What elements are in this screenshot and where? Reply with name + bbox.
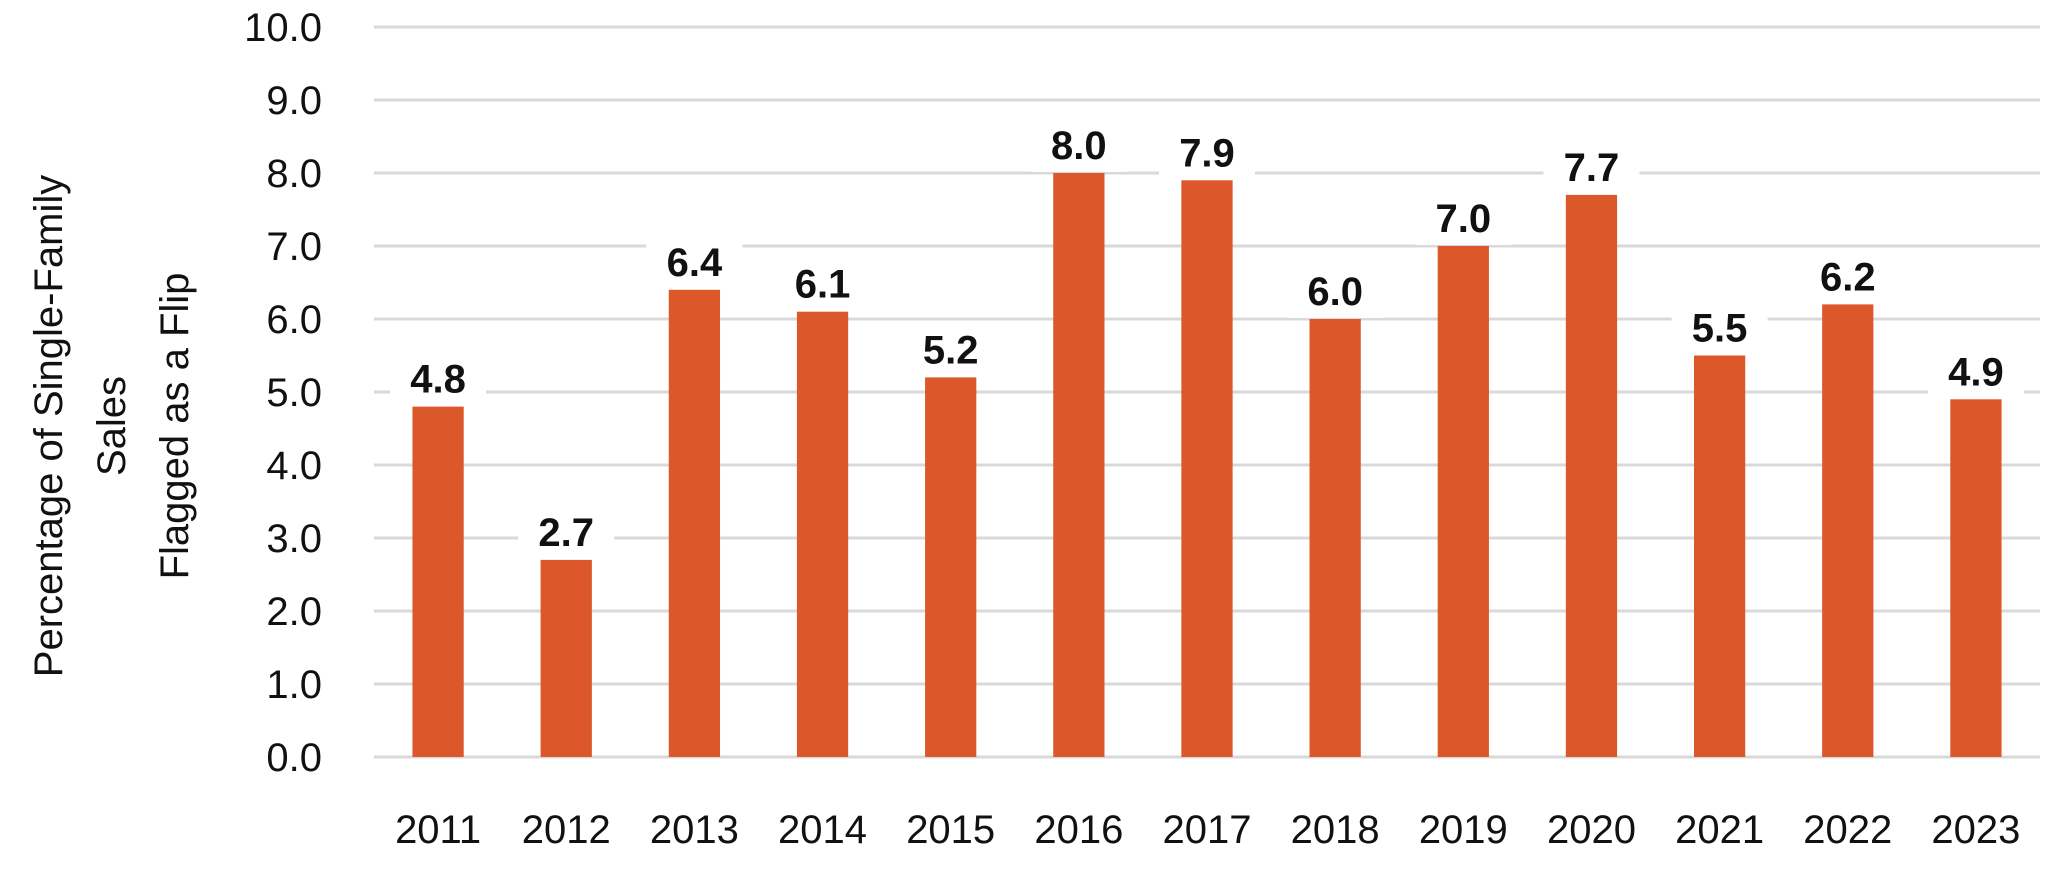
bar-2014	[797, 312, 848, 757]
y-tick-label: 1.0	[266, 663, 322, 707]
data-label-2016: 8.0	[1051, 124, 1107, 168]
y-axis-title: Percentage of Single-Family Sales Flagge…	[27, 175, 197, 677]
y-axis-title-line-2: Sales	[90, 376, 134, 476]
x-tick-label-2023: 2023	[1931, 808, 2020, 852]
x-tick-label-2022: 2022	[1803, 808, 1892, 852]
x-tick-label-2017: 2017	[1163, 808, 1252, 852]
y-tick-label: 8.0	[266, 152, 322, 196]
y-axis-title-line-1: Percentage of Single-Family	[27, 175, 71, 677]
bar-2015	[925, 377, 976, 757]
y-axis-title-line-3: Flagged as a Flip	[153, 273, 197, 580]
y-tick-label: 9.0	[266, 79, 322, 123]
y-axis-ticks: 0.0 1.0 2.0 3.0 4.0 5.0 6.0 7.0 8.0 9.0 10.0	[244, 6, 322, 780]
y-tick-label: 7.0	[266, 225, 322, 269]
data-label-2012: 2.7	[538, 511, 594, 555]
data-label-2019: 7.0	[1436, 197, 1492, 241]
bar-2019	[1438, 246, 1489, 757]
x-tick-label-2020: 2020	[1547, 808, 1636, 852]
y-tick-label: 10.0	[244, 6, 322, 50]
x-tick-label-2011: 2011	[395, 808, 481, 852]
bar-2011	[412, 407, 463, 757]
bar-2022	[1822, 304, 1873, 757]
data-label-2023: 4.9	[1948, 350, 2004, 394]
data-label-2013: 6.4	[667, 241, 723, 285]
data-label-2021: 5.5	[1692, 307, 1748, 351]
y-tick-label: 2.0	[266, 590, 322, 634]
bar-2018	[1310, 319, 1361, 757]
x-tick-label-2016: 2016	[1034, 808, 1123, 852]
bar-2017	[1181, 180, 1232, 757]
x-tick-label-2014: 2014	[778, 808, 867, 852]
data-label-2011: 4.8	[410, 358, 466, 402]
bar-2016	[1053, 173, 1104, 757]
data-label-2017: 7.9	[1179, 131, 1235, 175]
data-label-2020: 7.7	[1564, 146, 1620, 190]
data-label-2014: 6.1	[795, 263, 851, 307]
data-label-2022: 6.2	[1820, 255, 1876, 299]
y-tick-label: 0.0	[266, 736, 322, 780]
bar-2012	[541, 560, 592, 757]
y-tick-label: 5.0	[266, 371, 322, 415]
bar-2020	[1566, 195, 1617, 757]
x-tick-label-2015: 2015	[906, 808, 995, 852]
data-label-2015: 5.2	[923, 328, 979, 372]
x-tick-label-2012: 2012	[522, 808, 611, 852]
y-tick-label: 3.0	[266, 517, 322, 561]
bar-2013	[669, 290, 720, 757]
x-tick-label-2021: 2021	[1675, 808, 1764, 852]
x-axis-ticks: 2011 2012 2013 2014 2015 2016 2017 2018 2019 2020…	[395, 808, 2020, 852]
x-tick-label-2018: 2018	[1291, 808, 1380, 852]
bar-2021	[1694, 356, 1745, 758]
bar-2023	[1950, 399, 2001, 757]
y-tick-label: 4.0	[266, 444, 322, 488]
x-tick-label-2013: 2013	[650, 808, 739, 852]
y-tick-label: 6.0	[266, 298, 322, 342]
data-label-2018: 6.0	[1307, 270, 1363, 314]
x-tick-label-2019: 2019	[1419, 808, 1508, 852]
